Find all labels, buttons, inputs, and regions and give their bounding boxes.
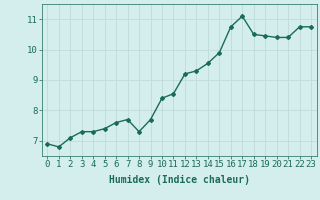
X-axis label: Humidex (Indice chaleur): Humidex (Indice chaleur) (109, 175, 250, 185)
